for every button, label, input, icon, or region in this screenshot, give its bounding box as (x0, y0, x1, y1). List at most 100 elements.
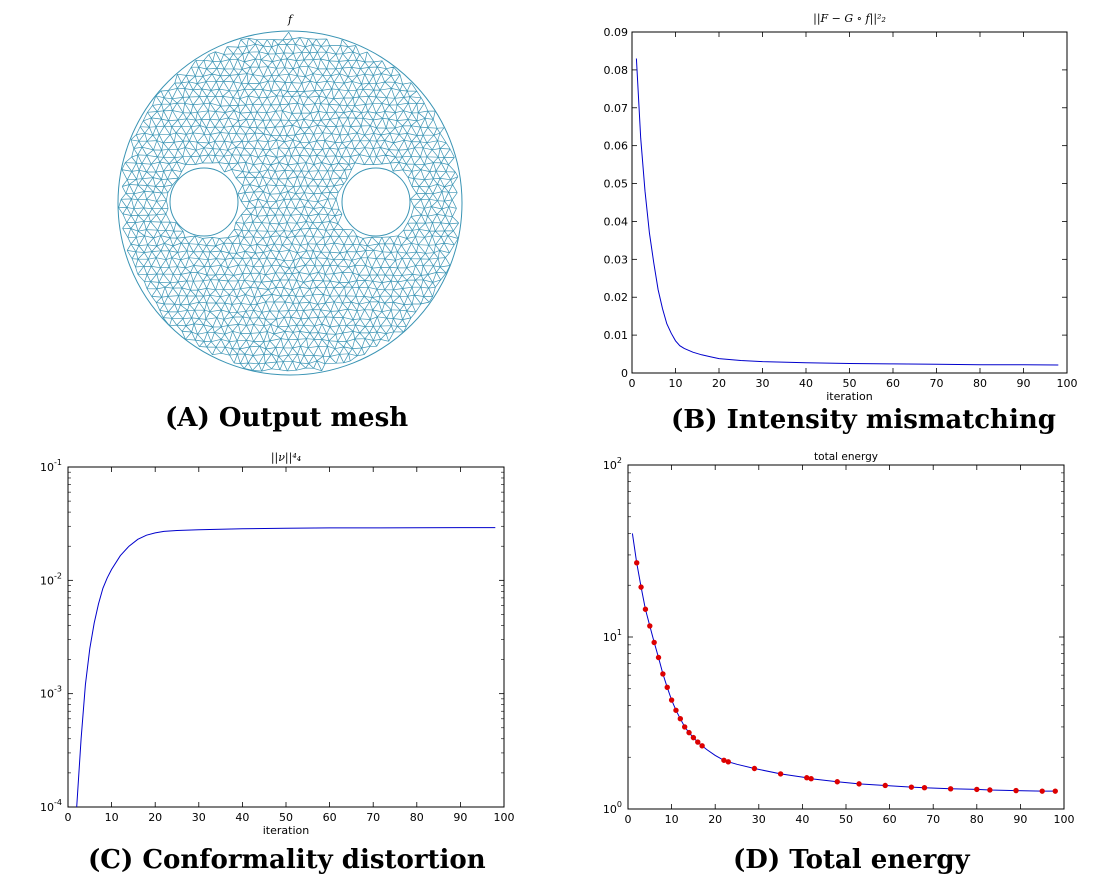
mesh-hole-2 (341, 167, 411, 237)
x-tick-label: 0 (65, 811, 72, 824)
y-tick-label: 0.02 (604, 291, 629, 304)
x-tick-label: 100 (1054, 813, 1075, 826)
x-axis-label: iteration (263, 824, 309, 837)
data-marker (638, 584, 644, 590)
x-tick-label: 50 (843, 377, 857, 390)
plot-area (627, 464, 1065, 810)
mesh-title: f (287, 13, 294, 26)
data-marker (908, 784, 915, 790)
caption-d: (D) Total energy (733, 845, 970, 875)
y-tick-label: 100 (603, 800, 622, 816)
data-marker (695, 739, 701, 745)
plot-area (631, 31, 1068, 374)
x-axis-label: iteration (826, 390, 872, 403)
x-tick-label: 20 (708, 813, 722, 826)
y-tick-label: 10-2 (40, 571, 62, 587)
data-marker (1013, 787, 1019, 794)
caption-a: (A) Output mesh (165, 403, 409, 433)
x-tick-label: 70 (930, 377, 944, 390)
x-tick-label: 60 (883, 813, 897, 826)
x-tick-label: 0 (625, 813, 632, 826)
data-marker (987, 787, 993, 793)
chart-title: ||F − G ∘ f||²₂ (813, 12, 886, 26)
x-tick-label: 30 (752, 813, 766, 826)
data-marker (1052, 788, 1058, 794)
chart-conformality-distortion: 0 10 20 30 40 50 60 70 80 90 100 10-4 10-3 10-2 10-1 it… (40, 451, 515, 837)
data-marker (856, 781, 862, 787)
data-marker (751, 765, 758, 772)
y-tick-label: 0 (621, 367, 628, 380)
data-marker (721, 757, 727, 763)
y-tick-label: 0.01 (604, 329, 629, 342)
data-marker (725, 759, 731, 765)
x-tick-label: 10 (665, 813, 679, 826)
y-tick-label: 0.09 (604, 26, 629, 39)
chart-title: ||ν||⁴₄ (271, 451, 301, 465)
data-marker (804, 775, 810, 781)
data-marker (808, 776, 814, 782)
x-tick-label: 80 (970, 813, 984, 826)
chart-intensity-mismatching: 0 10 20 30 40 50 60 70 80 90 100 0 0.01 0.02 0.03 0.04 0… (604, 12, 1078, 403)
data-marker (668, 697, 675, 703)
mesh-outer-boundary (117, 30, 463, 376)
x-tick-label: 50 (839, 813, 853, 826)
x-tick-label: 90 (1013, 813, 1027, 826)
x-tick-label: 20 (712, 377, 726, 390)
series-line (635, 58, 1059, 366)
data-marker (686, 729, 692, 736)
y-tick-label: 10-4 (40, 798, 62, 814)
data-marker (947, 786, 954, 792)
x-tick-label: 40 (799, 377, 813, 390)
x-tick-label: 80 (410, 811, 424, 824)
y-tick-label: 10-3 (40, 685, 62, 701)
x-tick-label: 100 (494, 811, 515, 824)
series-line (76, 527, 496, 808)
data-marker (1039, 788, 1045, 794)
y-tick-label: 102 (603, 456, 622, 472)
caption-c: (C) Conformality distortion (88, 845, 486, 875)
mesh-edges (118, 31, 459, 372)
x-tick-label: 30 (192, 811, 206, 824)
x-tick-label: 80 (973, 377, 987, 390)
y-tick-label: 0.05 (604, 178, 629, 191)
data-marker (690, 734, 697, 741)
data-marker (677, 715, 684, 722)
y-tick-label: 0.07 (604, 102, 629, 115)
mesh-panel: f (117, 13, 463, 376)
x-tick-label: 10 (105, 811, 119, 824)
data-marker (673, 707, 679, 713)
data-marker (882, 782, 888, 789)
x-tick-label: 40 (795, 813, 809, 826)
chart-title: total energy (814, 451, 878, 463)
data-marker (921, 784, 928, 791)
x-tick-label: 90 (453, 811, 467, 824)
y-tick-label: 0.06 (604, 140, 629, 153)
y-tick-label: 0.08 (604, 64, 629, 77)
mesh-hole-1 (169, 167, 239, 237)
x-tick-label: 60 (323, 811, 337, 824)
data-marker (651, 639, 657, 646)
data-marker (642, 606, 649, 612)
x-tick-label: 30 (756, 377, 770, 390)
y-tick-label: 0.04 (604, 215, 629, 228)
y-tick-label: 101 (603, 628, 622, 644)
caption-b: (B) Intensity mismatching (671, 405, 1056, 435)
x-tick-label: 20 (148, 811, 162, 824)
chart-total-energy: 0 10 20 30 40 50 60 70 80 90 100 100 101 102 total ene… (603, 451, 1075, 826)
x-tick-label: 70 (926, 813, 940, 826)
plot-area (67, 466, 505, 808)
x-tick-label: 90 (1017, 377, 1031, 390)
x-tick-label: 100 (1057, 377, 1078, 390)
data-marker (834, 779, 840, 785)
data-marker (647, 623, 653, 629)
mesh-wireframe (117, 30, 463, 376)
data-marker (699, 743, 705, 749)
x-tick-label: 10 (669, 377, 683, 390)
data-marker (655, 654, 662, 661)
data-marker (681, 724, 688, 730)
x-tick-label: 70 (366, 811, 380, 824)
data-marker (634, 560, 640, 566)
x-tick-label: 0 (629, 377, 636, 390)
data-marker (660, 671, 666, 677)
data-marker (974, 786, 980, 793)
